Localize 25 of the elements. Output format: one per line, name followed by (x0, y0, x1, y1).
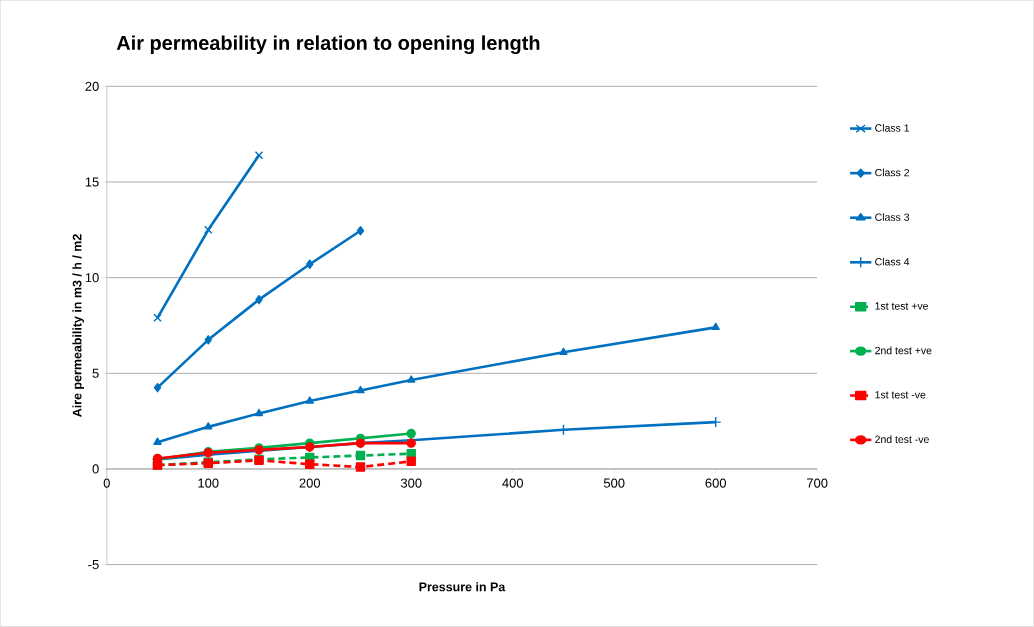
legend-label: Class 1 (875, 124, 910, 132)
y-tick-label: 20 (85, 81, 99, 92)
x-tick-label: 700 (807, 478, 828, 488)
legend-label: 1st test -ve (875, 391, 926, 399)
legend-label: 1st test +ve (875, 302, 928, 310)
y-tick-label: 0 (92, 464, 99, 474)
x-tick-label: 600 (705, 478, 726, 488)
x-tick-label: 400 (502, 478, 524, 488)
y-tick-label: 10 (85, 273, 99, 283)
x-tick-label: 300 (400, 478, 422, 488)
x-tick-label: 500 (603, 478, 625, 488)
legend-label: 2nd test +ve (875, 346, 932, 355)
legend-label: Class 3 (875, 213, 910, 221)
chart-title: Air permeability in relation to opening length (116, 35, 540, 55)
y-tick-label: -5 (88, 560, 99, 570)
y-tick-label: 15 (85, 177, 99, 187)
x-axis-title: Pressure in Pa (419, 582, 506, 592)
y-tick-label: 5 (92, 368, 99, 378)
legend-label: Class 4 (875, 257, 910, 266)
legend-label: 2nd test -ve (875, 435, 929, 444)
legend-label: Class 2 (875, 168, 909, 177)
x-tick-label: 200 (299, 478, 321, 488)
x-tick-label: 0 (103, 478, 110, 488)
y-axis-title: Aire permeability in m3 / h / m2 (72, 234, 84, 418)
x-tick-label: 100 (198, 478, 219, 488)
